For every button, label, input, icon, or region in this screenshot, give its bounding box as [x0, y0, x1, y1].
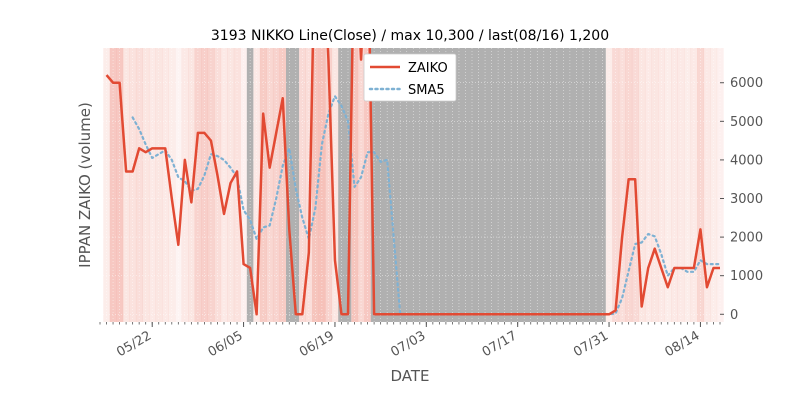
- y-tick-label: 1000: [730, 269, 763, 284]
- legend-sma5-label: SMA5: [408, 83, 445, 98]
- pink-band: [220, 48, 228, 322]
- pink-band: [299, 48, 306, 322]
- pink-band: [162, 48, 169, 322]
- pink-band: [155, 48, 163, 322]
- pink-band: [612, 48, 620, 322]
- pink-band: [194, 48, 202, 322]
- pink-band: [638, 48, 646, 322]
- pink-band: [664, 48, 672, 322]
- chart-title: 3193 NIKKO Line(Close) / max 10,300 / la…: [211, 28, 609, 44]
- pink-band: [605, 48, 613, 322]
- legend: ZAIKO SMA5: [363, 53, 457, 102]
- x-tick-label: 08/14: [662, 328, 702, 360]
- pink-band: [690, 48, 698, 322]
- pink-band: [214, 48, 222, 322]
- pink-band: [684, 48, 692, 322]
- y-tick-label: 5000: [730, 115, 763, 130]
- pink-band: [331, 48, 339, 322]
- x-tick-label: 05/22: [114, 328, 154, 360]
- x-tick-label: 06/05: [206, 328, 246, 360]
- pink-band: [207, 48, 215, 322]
- pink-band: [109, 48, 117, 322]
- y-tick-label: 0: [730, 308, 738, 323]
- x-axis-label: DATE: [390, 367, 429, 385]
- pink-band: [716, 48, 724, 322]
- legend-zaiko-label: ZAIKO: [408, 61, 448, 76]
- pink-band: [201, 48, 209, 322]
- pink-band: [148, 48, 156, 322]
- series-zaiko-line: [105, 48, 720, 316]
- pink-band: [677, 48, 685, 322]
- x-axis: 05/22 06/05 06/19 07/03 07/17 07/31 08/14: [99, 322, 721, 360]
- pink-band: [644, 48, 652, 322]
- x-tick-label: 07/17: [480, 328, 520, 360]
- pink-band: [103, 48, 111, 322]
- pink-band: [240, 48, 248, 322]
- pink-band: [168, 48, 176, 322]
- y-axis: 0 1000 2000 3000 4000 5000 6000: [720, 76, 763, 323]
- pink-band: [364, 48, 372, 322]
- gray-band: [286, 48, 300, 322]
- pink-band: [175, 48, 182, 322]
- pink-band: [272, 48, 280, 322]
- pink-band: [312, 48, 320, 322]
- plot-area: [99, 48, 724, 322]
- y-axis-label: IPPAN ZAIKO (volume): [76, 102, 94, 268]
- pink-band: [253, 48, 261, 322]
- pink-band: [318, 48, 326, 322]
- pink-band: [116, 48, 124, 322]
- y-tick-label: 6000: [730, 76, 763, 91]
- pink-band: [122, 48, 130, 322]
- pink-band: [658, 48, 665, 322]
- y-tick-label: 4000: [730, 153, 763, 168]
- pink-band: [697, 48, 705, 322]
- x-tick-label: 06/19: [297, 328, 337, 360]
- pink-band: [259, 48, 267, 322]
- y-tick-label: 2000: [730, 231, 763, 246]
- pink-band: [618, 48, 626, 322]
- gray-band: [246, 48, 254, 322]
- pink-band: [188, 48, 196, 322]
- pink-band: [129, 48, 137, 322]
- pink-band: [671, 48, 678, 322]
- x-tick-label: 07/31: [571, 328, 611, 360]
- pink-band: [181, 48, 189, 322]
- y-tick-label: 3000: [730, 192, 763, 207]
- pink-band: [710, 48, 718, 322]
- x-tick-label: 07/03: [388, 328, 428, 360]
- pink-band: [135, 48, 143, 322]
- pink-band: [651, 48, 659, 322]
- pink-band: [142, 48, 150, 322]
- pink-band: [357, 48, 365, 322]
- pink-band: [266, 48, 274, 322]
- pink-band: [279, 48, 287, 322]
- series-lines: [105, 48, 720, 316]
- pink-band: [703, 48, 711, 322]
- pink-band: [325, 48, 333, 322]
